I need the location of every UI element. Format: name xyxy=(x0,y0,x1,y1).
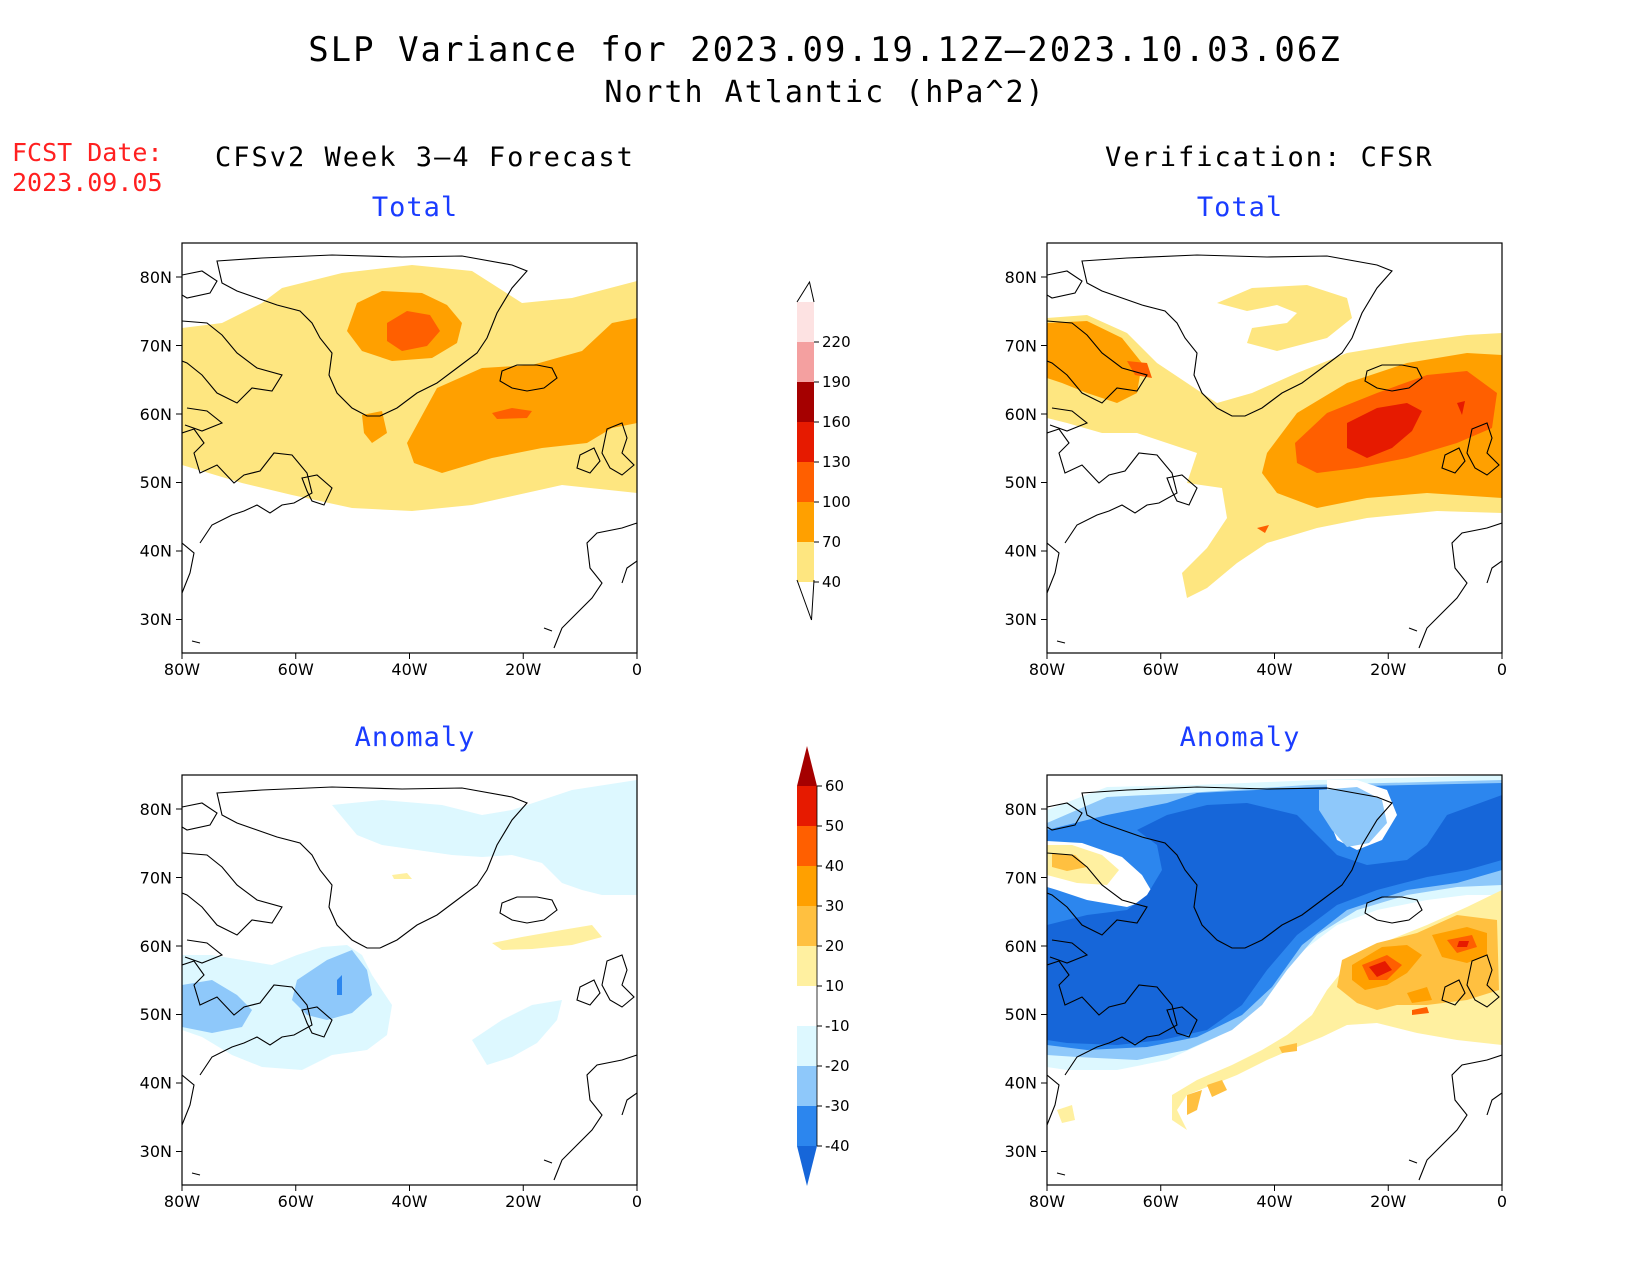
lon-tick-label: 40W xyxy=(1256,660,1292,679)
verification-anomaly-title: Anomaly xyxy=(1179,722,1301,753)
forecast-total-title: Total xyxy=(371,192,459,223)
lat-tick-label: 70N xyxy=(1005,337,1037,356)
lon-tick-label: 60W xyxy=(1143,1192,1179,1211)
colorbar-tick-label: 70 xyxy=(822,533,841,551)
colorbar-tick-label: 50 xyxy=(825,817,844,835)
fcst-date-value: 2023.09.05 xyxy=(12,168,163,197)
colorbar-tick-label: 60 xyxy=(825,777,844,795)
verification-total-contours xyxy=(1047,285,1502,598)
lat-tick-label: 30N xyxy=(1005,1142,1037,1161)
colorbar-swatch xyxy=(797,1066,817,1106)
total-colorbar: 40 70 100 130 160 190 220 xyxy=(796,280,851,621)
forecast-column-title: CFSv2 Week 3–4 Forecast xyxy=(215,142,635,173)
lon-tick-label: 20W xyxy=(1370,660,1406,679)
figure-title: SLP Variance for 2023.09.19.12Z–2023.10.… xyxy=(308,30,1342,70)
lat-tick-label: 40N xyxy=(140,1074,172,1093)
verification-anomaly-map: 80W 60W 40W 20W 0 80N 70N 60N 50N 40N 30N xyxy=(1005,774,1507,1211)
lat-tick-label: 60N xyxy=(140,937,172,956)
colorbar-swatch xyxy=(797,986,817,1026)
lat-tick-label: 50N xyxy=(1005,1005,1037,1024)
lon-tick-label: 20W xyxy=(505,1192,541,1211)
forecast-total-map: 80W 60W 40W 20W 0 80N 70N 60N 50N 40N 30N xyxy=(140,242,642,679)
lat-tick-label: 70N xyxy=(140,869,172,888)
lon-tick-label: 0 xyxy=(632,660,642,679)
lat-tick-label: 40N xyxy=(140,542,172,561)
colorbar-swatch xyxy=(797,826,817,866)
colorbar-min-arrow xyxy=(797,1146,817,1186)
fcst-date-label: FCST Date: xyxy=(12,138,163,167)
colorbar-tick-label: 30 xyxy=(825,897,844,915)
colorbar-tick-label: -10 xyxy=(825,1017,850,1035)
colorbar-swatch xyxy=(797,906,817,946)
figure-subtitle: North Atlantic (hPa^2) xyxy=(604,75,1046,110)
colorbar-tick-label: -40 xyxy=(825,1137,850,1155)
forecast-anomaly-contours xyxy=(182,780,637,1070)
colorbar-swatch xyxy=(797,786,817,826)
colorbar-tick-label: 10 xyxy=(825,977,844,995)
lat-tick-label: 40N xyxy=(1005,1074,1037,1093)
lat-tick-label: 60N xyxy=(1005,937,1037,956)
colorbar-swatch xyxy=(797,542,814,582)
lat-tick-label: 80N xyxy=(140,800,172,819)
forecast-total-contours xyxy=(182,265,637,511)
lat-tick-label: 70N xyxy=(1005,869,1037,888)
forecast-anomaly-map: 80W 60W 40W 20W 0 80N 70N 60N 50N 40N 30N xyxy=(140,774,642,1211)
lon-tick-label: 60W xyxy=(278,1192,314,1211)
lon-tick-label: 0 xyxy=(632,1192,642,1211)
colorbar-swatch xyxy=(797,302,814,342)
colorbar-tick-label: -30 xyxy=(825,1097,850,1115)
lat-tick-label: 50N xyxy=(1005,473,1037,492)
colorbar-swatch xyxy=(797,1026,817,1066)
lon-tick-label: 0 xyxy=(1497,1192,1507,1211)
colorbar-swatch xyxy=(797,946,817,986)
colorbar-swatch xyxy=(797,866,817,906)
lat-tick-label: 30N xyxy=(1005,610,1037,629)
verification-total-map: 80W 60W 40W 20W 0 80N 70N 60N 50N 40N 30N xyxy=(1005,242,1507,679)
anomaly-colorbar: -40 -30 -20 -10 10 20 30 40 50 60 xyxy=(797,746,850,1186)
colorbar-tick-label: 220 xyxy=(822,333,851,351)
lat-tick-label: 70N xyxy=(140,337,172,356)
lat-tick-label: 80N xyxy=(1005,800,1037,819)
colorbar-tick-label: 190 xyxy=(822,373,851,391)
colorbar-tick-label: 20 xyxy=(825,937,844,955)
lon-tick-label: 80W xyxy=(164,660,200,679)
lat-tick-label: 80N xyxy=(1005,268,1037,287)
lat-tick-label: 50N xyxy=(140,1005,172,1024)
colorbar-swatch xyxy=(797,1106,817,1146)
lon-tick-label: 20W xyxy=(1370,1192,1406,1211)
colorbar-swatch xyxy=(797,422,814,462)
lon-tick-label: 0 xyxy=(1497,660,1507,679)
colorbar-tick-label: 40 xyxy=(825,857,844,875)
verification-anomaly-contours xyxy=(1047,775,1502,1130)
colorbar-tick-label: 160 xyxy=(822,413,851,431)
colorbar-swatch xyxy=(797,502,814,542)
lon-tick-label: 40W xyxy=(391,660,427,679)
lat-tick-label: 50N xyxy=(140,473,172,492)
colorbar-tick-label: 130 xyxy=(822,453,851,471)
verification-column-title: Verification: CFSR xyxy=(1105,142,1434,173)
lon-tick-label: 60W xyxy=(278,660,314,679)
lon-tick-label: 80W xyxy=(164,1192,200,1211)
colorbar-swatch xyxy=(797,382,814,422)
lat-tick-label: 60N xyxy=(140,405,172,424)
colorbar-tick-label: -20 xyxy=(825,1057,850,1075)
colorbar-tick-label: 40 xyxy=(822,573,841,591)
lon-tick-label: 20W xyxy=(505,660,541,679)
lat-tick-label: 60N xyxy=(1005,405,1037,424)
colorbar-swatch xyxy=(797,342,814,382)
lon-tick-label: 40W xyxy=(1256,1192,1292,1211)
lat-tick-label: 30N xyxy=(140,1142,172,1161)
lat-tick-label: 40N xyxy=(1005,542,1037,561)
colorbar-tick-label: 100 xyxy=(822,493,851,511)
lon-tick-label: 80W xyxy=(1029,1192,1065,1211)
lat-tick-label: 30N xyxy=(140,610,172,629)
lat-tick-label: 80N xyxy=(140,268,172,287)
verification-total-title: Total xyxy=(1196,192,1284,223)
colorbar-swatch xyxy=(797,462,814,502)
colorbar-max-arrow xyxy=(797,746,817,786)
forecast-anomaly-title: Anomaly xyxy=(354,722,476,753)
lon-tick-label: 60W xyxy=(1143,660,1179,679)
lon-tick-label: 40W xyxy=(391,1192,427,1211)
lon-tick-label: 80W xyxy=(1029,660,1065,679)
